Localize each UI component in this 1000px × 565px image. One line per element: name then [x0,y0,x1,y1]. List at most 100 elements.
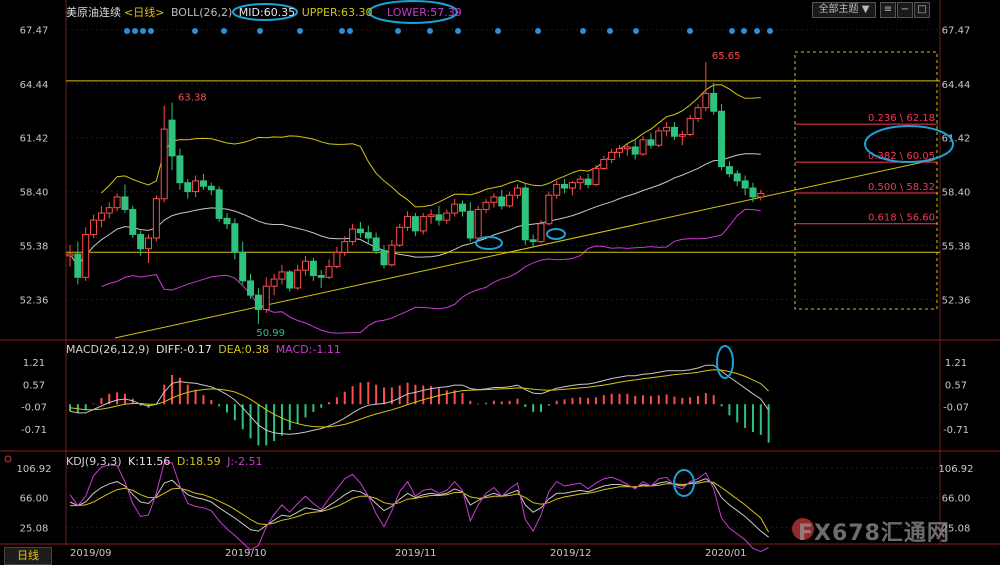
highlight-ellipse-1 [368,0,458,24]
macd-dea: DEA:0.38 [218,343,270,356]
candle-body [66,253,74,257]
period-label: <日线> [124,6,165,19]
candle-body [333,251,341,268]
candle-body [325,266,333,278]
candle-body [207,185,215,191]
kdj-j-line [69,462,769,553]
candle-body [639,139,647,155]
candle-body [82,233,90,278]
candle-body [561,183,569,189]
price-tick-right: 67.47 [942,26,971,37]
candle-body [757,192,765,198]
date-tick: 2019/12 [550,548,592,559]
candle-body [694,107,702,119]
restore-button[interactable]: □ [914,2,930,18]
projection-box [794,51,938,310]
candle-body [129,208,137,235]
candle-body [152,198,160,239]
candle-body [741,180,749,189]
candle-body [718,110,726,168]
event-dot [221,28,227,34]
candle-body [733,173,741,182]
candle-body [294,269,302,289]
kdj-tick-left: 106.92 [17,464,52,475]
event-dot [124,28,130,34]
candle-body [482,201,490,210]
candle-body [435,214,443,221]
event-dot [729,28,735,34]
boll-lower-value: LOWER:57.39 [386,6,462,19]
price-tick-right: 58.40 [942,188,971,199]
candle-body [513,187,521,196]
candle-body [600,158,608,169]
price-tick-right: 61.42 [942,134,971,145]
boll-label: BOLL(26,2) [170,6,233,19]
candle-body [254,294,262,310]
candle-body [388,244,396,266]
boll-mid-line [69,153,761,267]
kdj-k-line [69,478,769,538]
kdj-tick-left: 25.08 [20,523,49,534]
main-legend: 美原油连续 <日线> BOLL(26,2) MID:60.35 UPPER:63.… [66,4,465,20]
theme-menu-button[interactable]: 全部主题 ▼ [812,2,876,18]
macd-dea-line [69,369,769,428]
theme-menu-label: 全部主题 [818,4,859,15]
candle-body [702,92,710,109]
event-dot [754,28,760,34]
candle-body [545,194,553,225]
date-tick: 2019/11 [395,548,437,559]
peak-annotation-sep: 63.38 [178,93,207,104]
candle-body [506,194,514,207]
candle-body [278,271,286,280]
price-tick-right: 55.38 [942,242,971,253]
candle-body [474,208,482,239]
highlight-ellipse-2 [864,125,954,163]
candle-body [749,187,757,198]
support-trendline [114,158,936,339]
candle-body [199,180,207,187]
event-dot [297,28,303,34]
window-menu-button[interactable]: ≡ [880,2,896,18]
date-tick: 2019/10 [225,548,267,559]
candle-body [97,212,105,221]
candle-body [521,187,529,241]
candle-body [215,189,223,219]
trough-annotation-oct: 50.99 [256,328,285,339]
candle-body [121,196,129,210]
minimize-button[interactable]: − [897,2,913,18]
candle-body [663,126,671,132]
watermark: FX678汇通网 [798,521,950,546]
candle-body [160,128,168,200]
price-tick-left: 55.38 [20,242,49,253]
kdj-tick-right: 106.92 [939,464,974,475]
candle-body [105,207,113,214]
candle-body [270,278,278,287]
macd-legend: MACD(26,12,9) DIFF:-0.17 DEA:0.38 MACD:-… [66,343,344,356]
fib-label: 0.618 \ 56.60 [868,213,935,224]
macd-tick-left: 0.57 [23,380,45,391]
candle-body [529,239,537,243]
tab-daily[interactable]: 日线 [4,547,52,565]
candle-body [427,214,435,218]
candle-body [239,251,247,282]
macd-title: MACD(26,12,9) [66,343,150,356]
event-dot [535,28,541,34]
candle-body [710,92,718,112]
candle-body [553,183,561,196]
event-dot [339,28,345,34]
candle-body [286,271,294,289]
candle-body [411,216,419,232]
kdj-k: K:11.56 [128,455,171,468]
macd-value: MACD:-1.11 [275,343,341,356]
highlight-ellipse-kdj [673,469,695,497]
boll-lower-line [101,208,761,334]
candle-body [537,223,545,243]
candle-body [90,219,98,235]
candle-body [608,151,616,160]
price-tick-left: 52.36 [20,295,49,306]
fib-label: 0.382 \ 60.05 [868,151,935,162]
candle-body [192,180,200,193]
candle-body [466,210,474,239]
kdj-d-line [70,481,770,533]
